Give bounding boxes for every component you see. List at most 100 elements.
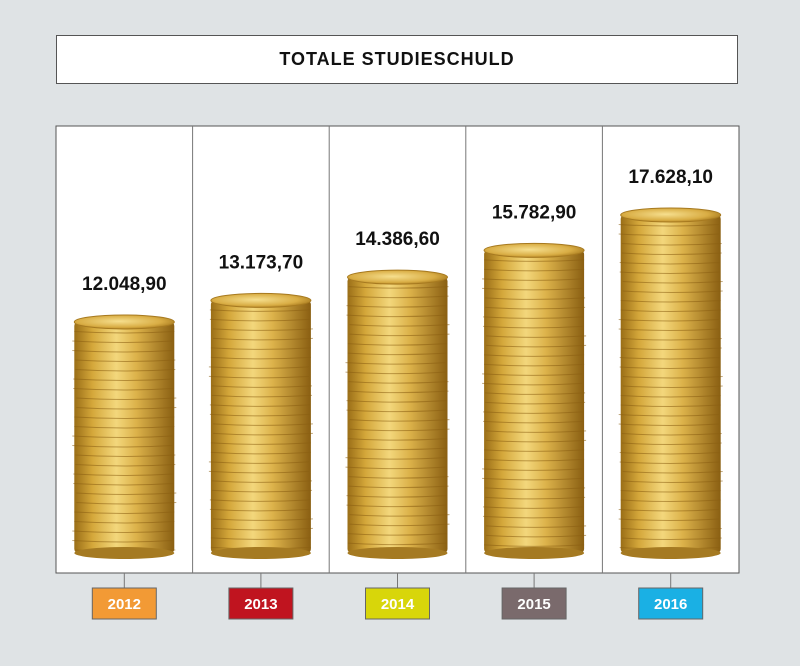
coin-edge bbox=[621, 537, 722, 540]
coin-edge bbox=[346, 305, 447, 308]
coin-edge bbox=[347, 447, 448, 451]
coin-edge bbox=[345, 362, 446, 365]
coin-edge bbox=[620, 499, 721, 502]
coin-edge bbox=[74, 425, 175, 429]
coin-edge bbox=[346, 314, 447, 318]
coin-edge bbox=[347, 343, 448, 346]
coin-edge bbox=[209, 309, 310, 312]
category-label-2012: 2012 bbox=[108, 596, 141, 613]
coin-edge bbox=[622, 290, 723, 293]
coin-edge bbox=[484, 354, 585, 357]
coin-stack-base bbox=[620, 547, 721, 559]
chart-title-box: TOTALE STUDIESCHULD bbox=[56, 35, 738, 84]
value-label-2014: 14.386,60 bbox=[355, 229, 440, 250]
coin-edge bbox=[482, 477, 583, 481]
coin-edge bbox=[346, 495, 447, 498]
coin-stack-body bbox=[210, 300, 311, 553]
coin-edge bbox=[619, 357, 720, 360]
coin-edge bbox=[72, 435, 173, 438]
bar-coin-stack-2014 bbox=[345, 269, 450, 559]
coin-edge bbox=[347, 533, 448, 536]
coin-edge bbox=[212, 337, 313, 341]
coin-edge bbox=[76, 406, 177, 410]
coin-stack-base bbox=[210, 547, 311, 559]
coin-edge bbox=[76, 501, 177, 505]
coin-edge bbox=[347, 542, 448, 546]
coin-edge bbox=[485, 496, 586, 500]
coin-edge bbox=[483, 325, 584, 329]
coin-edge bbox=[482, 373, 583, 376]
category-label-2014: 2014 bbox=[381, 596, 415, 613]
coin-edge bbox=[347, 352, 448, 356]
coin-edge bbox=[483, 515, 584, 519]
coin-edge bbox=[484, 268, 585, 272]
coin-edge bbox=[72, 539, 173, 543]
coin-edge bbox=[622, 480, 723, 483]
coin-stack-top bbox=[347, 269, 448, 285]
coin-stack-base bbox=[484, 547, 585, 559]
coin-edge bbox=[621, 243, 722, 246]
coin-edge bbox=[485, 306, 586, 310]
coin-edge bbox=[348, 485, 449, 489]
coin-edge bbox=[210, 347, 311, 350]
coin-edge bbox=[484, 363, 585, 367]
category-badge-2013 bbox=[228, 587, 294, 620]
value-labels-group: 12.048,90 13.173,70 14.386,60 15.782,90 17.6… bbox=[82, 167, 713, 295]
coin-edge bbox=[72, 444, 173, 448]
coin-edge bbox=[484, 449, 585, 452]
coin-edge bbox=[484, 458, 585, 462]
coin-edge bbox=[621, 528, 722, 531]
coin-edge bbox=[348, 390, 449, 394]
coin-edge bbox=[620, 395, 721, 398]
coin-edge bbox=[208, 470, 309, 474]
coin-edge bbox=[349, 514, 450, 517]
coin-stack-body bbox=[347, 277, 448, 553]
coin-edge bbox=[622, 376, 723, 379]
bar-coin-stack-2013 bbox=[208, 292, 313, 559]
value-label-2016: 17.628,10 bbox=[628, 167, 713, 188]
coin-edge bbox=[622, 385, 723, 388]
coin-edge bbox=[72, 340, 173, 343]
coin-edge bbox=[349, 324, 450, 327]
coin-edge bbox=[212, 432, 313, 436]
coin-edge bbox=[618, 224, 719, 227]
coin-stack-base bbox=[74, 547, 175, 559]
coin-edge bbox=[208, 461, 309, 464]
coin-edge bbox=[75, 454, 176, 457]
coin-stack-top bbox=[73, 314, 175, 330]
coin-edge bbox=[74, 520, 175, 524]
coin-edge bbox=[73, 473, 174, 476]
value-label-2015: 15.782,90 bbox=[492, 202, 577, 223]
category-badge-2012 bbox=[91, 587, 157, 620]
coin-edge bbox=[619, 262, 720, 265]
coin-edge bbox=[345, 371, 446, 375]
coin-edge bbox=[349, 523, 450, 527]
coin-edge bbox=[348, 476, 449, 479]
category-badge-2015 bbox=[501, 587, 567, 620]
coin-edge bbox=[76, 492, 177, 495]
coin-edge bbox=[483, 506, 584, 509]
category-badge-2016 bbox=[638, 587, 704, 620]
coin-edge bbox=[482, 468, 583, 471]
coin-edge bbox=[211, 385, 312, 388]
category-label-2013: 2013 bbox=[244, 596, 277, 613]
coin-edge bbox=[484, 544, 585, 547]
coin-edge bbox=[211, 489, 312, 493]
coin-edge bbox=[210, 537, 311, 540]
coin-stack-body bbox=[484, 250, 585, 553]
coin-edge bbox=[210, 356, 311, 360]
category-badge-2014 bbox=[365, 587, 430, 620]
coin-edge bbox=[620, 309, 721, 312]
coin-edge bbox=[210, 442, 311, 445]
coin-edge bbox=[621, 338, 722, 341]
category-label-2015: 2015 bbox=[517, 596, 550, 613]
coin-edge bbox=[72, 349, 173, 353]
coin-edge bbox=[482, 287, 583, 291]
coin-edge bbox=[73, 378, 174, 381]
coin-edge bbox=[72, 530, 173, 533]
category-labels-group: 2012 2013 2014 2015 2016 bbox=[91, 573, 704, 620]
coin-edge bbox=[212, 423, 313, 426]
coin-edge bbox=[74, 511, 175, 514]
value-label-2013: 13.173,70 bbox=[219, 252, 304, 273]
coin-stack-base bbox=[347, 547, 448, 559]
